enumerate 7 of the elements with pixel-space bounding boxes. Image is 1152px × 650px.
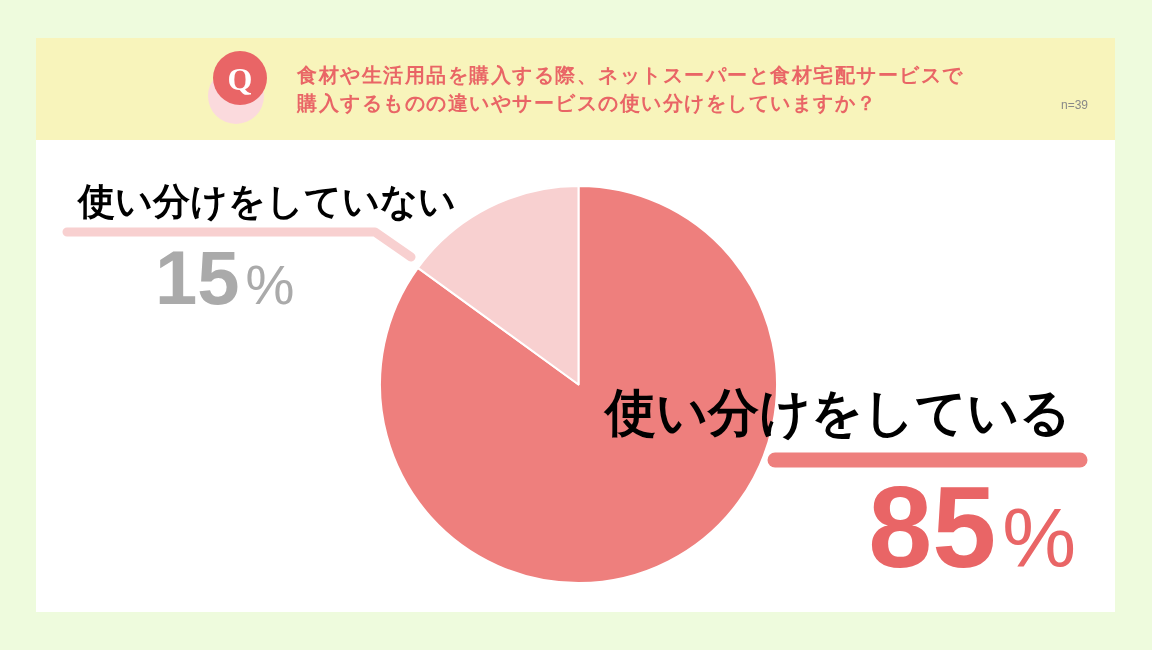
chart-title: 食材や生活用品を購入する際、ネットスーパーと食材宅配サービスで購入するものの違いやサービスの使い分けをしていますか？ <box>296 64 964 115</box>
data-label: 85% <box>868 463 1076 591</box>
data-label: 15% <box>155 235 295 320</box>
slice-label: 使い分けをしている <box>603 384 1071 441</box>
slice-label: 使い分けをしていない <box>76 181 456 222</box>
text: Q <box>227 61 253 97</box>
text: n=39 <box>1060 98 1089 112</box>
